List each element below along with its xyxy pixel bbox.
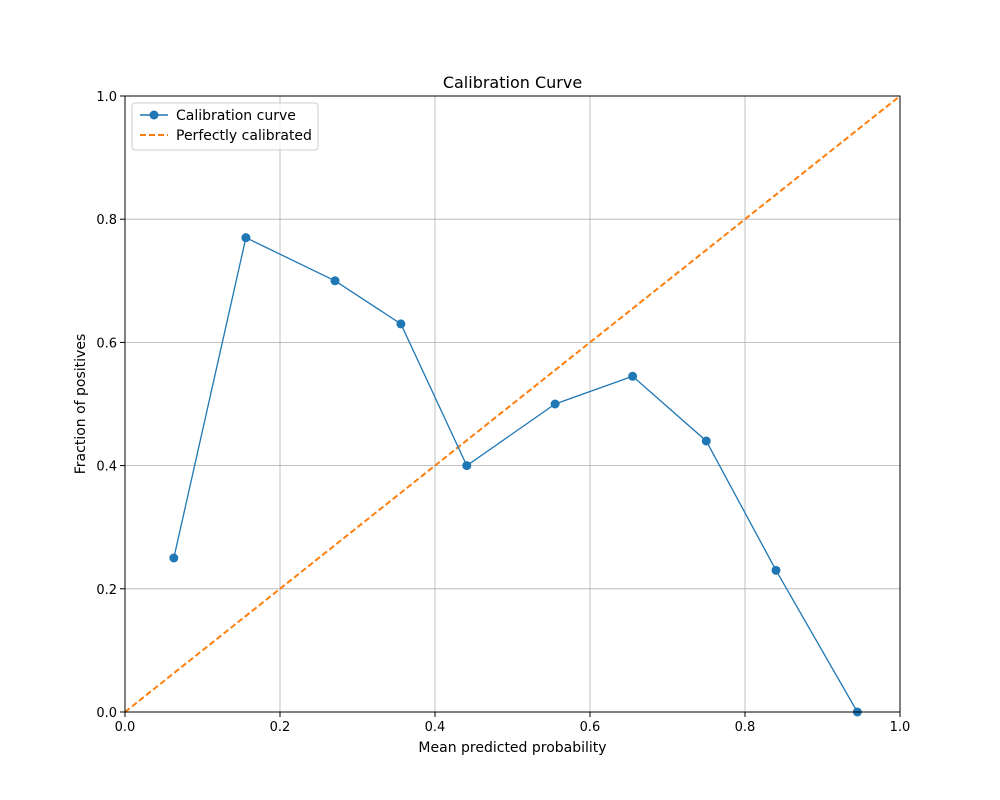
calibration-point <box>462 461 472 471</box>
y-axis-ticks: 0.0 0.2 0.4 0.6 0.8 1.0 <box>96 90 125 721</box>
calibration-curve-line <box>173 236 858 713</box>
y-tick-label: 0.2 <box>96 583 117 598</box>
y-tick-label: 0.0 <box>96 706 117 721</box>
calibration-point <box>550 399 560 409</box>
legend-label-perfectly-calibrated: Perfectly calibrated <box>176 128 312 144</box>
x-tick-label: 0.6 <box>580 720 601 735</box>
plot-frame <box>124 95 901 713</box>
calibration-point <box>628 371 638 381</box>
legend-marker-calibration-curve <box>149 110 159 120</box>
legend: Calibration curve Perfectly calibrated <box>131 102 319 151</box>
y-tick-label: 1.0 <box>96 90 117 105</box>
legend-label-calibration-curve: Calibration curve <box>176 108 296 124</box>
y-tick-label: 0.6 <box>96 336 117 351</box>
x-tick-label: 0.2 <box>270 720 291 735</box>
x-tick-label: 0.0 <box>115 720 136 735</box>
calibration-point <box>241 233 251 243</box>
chart-title: Calibration Curve <box>443 73 582 92</box>
legend-box <box>131 102 319 151</box>
x-tick-label: 1.0 <box>890 720 911 735</box>
calibration-point <box>771 565 781 575</box>
x-tick-label: 0.4 <box>425 720 446 735</box>
y-tick-label: 0.8 <box>96 213 117 228</box>
y-tick-label: 0.4 <box>96 460 117 475</box>
calibration-point <box>169 553 179 563</box>
x-tick-label: 0.8 <box>735 720 756 735</box>
perfectly-calibrated-line <box>124 95 901 713</box>
calibration-point <box>396 319 406 329</box>
series-layer <box>124 95 901 717</box>
x-axis-ticks: 0.0 0.2 0.4 0.6 0.8 1.0 <box>115 712 911 735</box>
calibration-point <box>701 436 711 446</box>
calibration-point <box>330 276 340 286</box>
y-axis-label: Fraction of positives <box>73 334 89 475</box>
x-axis-label: Mean predicted probability <box>418 740 606 756</box>
